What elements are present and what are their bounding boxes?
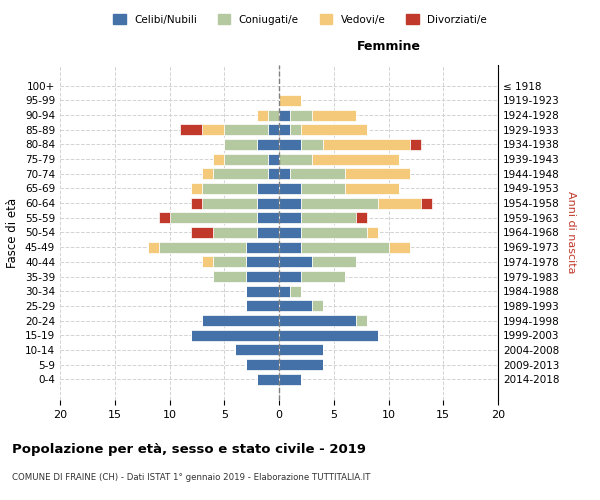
Bar <box>268 110 279 120</box>
Bar <box>257 139 279 150</box>
Bar <box>202 183 257 194</box>
Bar <box>312 110 356 120</box>
Bar <box>279 286 290 296</box>
Bar <box>170 212 257 224</box>
Bar <box>301 271 344 282</box>
Bar <box>290 110 312 120</box>
Bar <box>158 242 246 252</box>
Bar <box>214 154 224 164</box>
Bar <box>279 256 312 268</box>
Y-axis label: Fasce di età: Fasce di età <box>7 198 19 268</box>
Bar <box>279 95 301 106</box>
Bar <box>290 124 301 136</box>
Bar <box>312 154 400 164</box>
Bar <box>191 330 279 340</box>
Legend: Celibi/Nubili, Coniugati/e, Vedovi/e, Divorziati/e: Celibi/Nubili, Coniugati/e, Vedovi/e, Di… <box>109 10 491 29</box>
Bar <box>148 242 158 252</box>
Bar <box>224 124 268 136</box>
Text: Popolazione per età, sesso e stato civile - 2019: Popolazione per età, sesso e stato civil… <box>12 442 366 456</box>
Bar <box>257 227 279 238</box>
Bar <box>312 256 356 268</box>
Bar <box>191 227 214 238</box>
Text: Femmine: Femmine <box>356 40 421 54</box>
Bar <box>344 183 400 194</box>
Bar <box>279 374 301 385</box>
Bar <box>202 315 279 326</box>
Bar <box>257 198 279 208</box>
Bar <box>312 300 323 312</box>
Bar <box>279 183 301 194</box>
Bar <box>214 271 246 282</box>
Bar <box>214 227 257 238</box>
Bar <box>301 242 389 252</box>
Y-axis label: Anni di nascita: Anni di nascita <box>566 191 576 274</box>
Bar <box>279 154 312 164</box>
Bar <box>301 198 377 208</box>
Bar <box>356 315 367 326</box>
Bar <box>301 139 323 150</box>
Bar <box>246 286 279 296</box>
Bar <box>235 344 279 356</box>
Bar <box>202 124 224 136</box>
Bar <box>301 212 356 224</box>
Bar <box>224 139 257 150</box>
Bar <box>268 168 279 179</box>
Bar <box>301 183 344 194</box>
Bar <box>202 256 214 268</box>
Bar <box>279 227 301 238</box>
Bar <box>279 168 290 179</box>
Bar <box>279 344 323 356</box>
Bar <box>279 124 290 136</box>
Bar <box>290 168 344 179</box>
Text: COMUNE DI FRAINE (CH) - Dati ISTAT 1° gennaio 2019 - Elaborazione TUTTITALIA.IT: COMUNE DI FRAINE (CH) - Dati ISTAT 1° ge… <box>12 472 370 482</box>
Bar <box>410 139 421 150</box>
Bar <box>301 227 367 238</box>
Bar <box>181 124 202 136</box>
Bar <box>214 256 246 268</box>
Bar <box>344 168 410 179</box>
Bar <box>323 139 410 150</box>
Bar <box>246 359 279 370</box>
Bar <box>279 300 312 312</box>
Bar <box>246 256 279 268</box>
Bar <box>257 374 279 385</box>
Bar <box>356 212 367 224</box>
Bar <box>257 212 279 224</box>
Bar <box>202 198 257 208</box>
Bar <box>279 242 301 252</box>
Bar <box>257 110 268 120</box>
Bar <box>301 124 367 136</box>
Bar <box>279 359 323 370</box>
Bar <box>290 286 301 296</box>
Bar <box>421 198 432 208</box>
Bar <box>224 154 268 164</box>
Bar <box>158 212 170 224</box>
Bar <box>279 271 301 282</box>
Bar <box>279 330 377 340</box>
Bar <box>246 271 279 282</box>
Bar <box>268 124 279 136</box>
Bar <box>377 198 421 208</box>
Bar <box>191 198 202 208</box>
Bar <box>279 110 290 120</box>
Bar <box>214 168 268 179</box>
Bar <box>279 315 356 326</box>
Bar <box>268 154 279 164</box>
Bar <box>246 300 279 312</box>
Bar <box>389 242 410 252</box>
Bar <box>279 139 301 150</box>
Bar <box>202 168 214 179</box>
Bar <box>246 242 279 252</box>
Bar <box>367 227 377 238</box>
Bar <box>279 198 301 208</box>
Bar <box>191 183 202 194</box>
Bar <box>279 212 301 224</box>
Bar <box>257 183 279 194</box>
